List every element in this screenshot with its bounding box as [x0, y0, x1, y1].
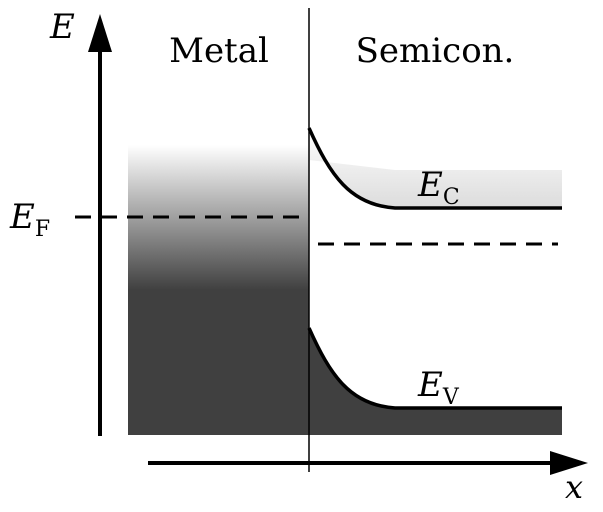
conduction-band-edge: [307, 127, 562, 210]
fermi-level-label: EF: [9, 197, 50, 242]
metal-electron-states: [128, 145, 309, 435]
semiconductor-label: Semicon.: [356, 31, 515, 71]
valence-band-label: EV: [417, 365, 460, 410]
position-axis-label: x: [565, 468, 583, 506]
conduction-band-tail: [309, 128, 562, 208]
position-axis-arrowhead: [550, 451, 588, 475]
energy-axis-arrowhead: [88, 14, 112, 52]
valence-band-edge: [307, 327, 562, 410]
metal-label: Metal: [169, 31, 269, 71]
conduction-band-label: EC: [417, 165, 460, 210]
energy-axis-label: E: [49, 7, 75, 47]
